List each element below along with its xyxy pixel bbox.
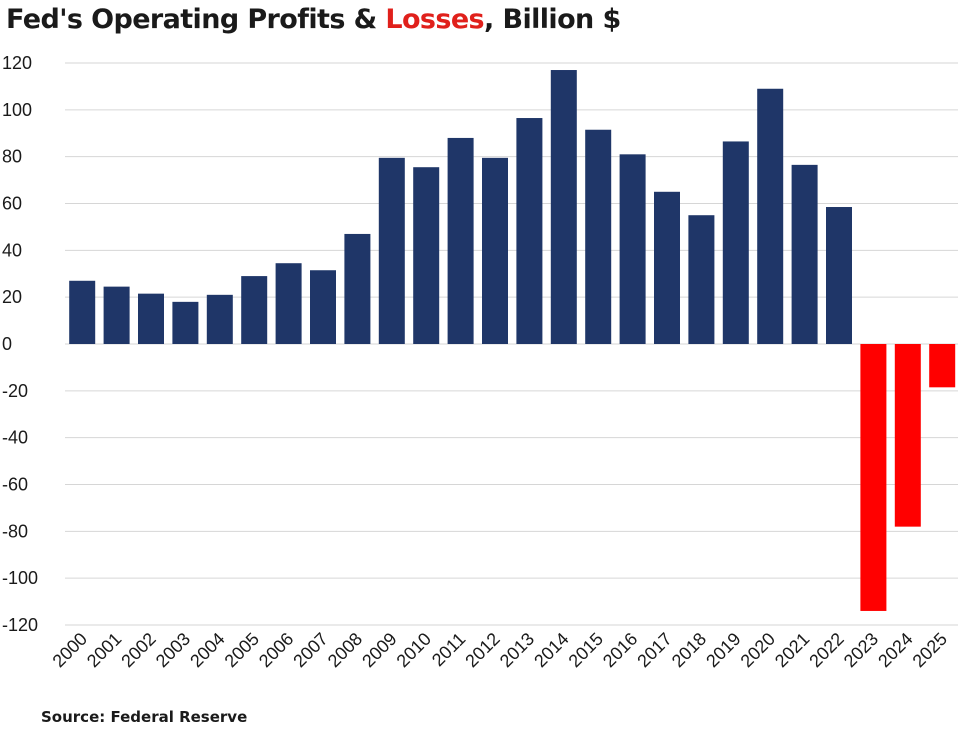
title-profits-text: Fed's Operating Profits & xyxy=(6,4,386,35)
x-tick-label: 2018 xyxy=(668,629,710,671)
x-tick-label: 2020 xyxy=(737,629,779,671)
bar-2017 xyxy=(654,191,680,344)
y-tick-label: -120 xyxy=(2,615,38,635)
bar-2018 xyxy=(688,215,715,344)
bar-2005 xyxy=(241,276,268,344)
x-tick-label: 2011 xyxy=(428,629,470,671)
bar-2013 xyxy=(516,118,543,344)
x-tick-label: 2023 xyxy=(840,629,882,671)
bar-2012 xyxy=(482,157,508,344)
title-units-text: , Billion $ xyxy=(484,4,621,35)
bar-2014 xyxy=(550,70,577,345)
x-tick-label: 2003 xyxy=(152,629,194,671)
y-tick-label: 20 xyxy=(2,287,22,307)
y-tick-label: 80 xyxy=(2,147,22,167)
chart-title: Fed's Operating Profits & Losses, Billio… xyxy=(6,4,621,35)
x-tick-label: 2010 xyxy=(393,629,435,671)
y-tick-label: -80 xyxy=(2,521,28,541)
bar-2008 xyxy=(344,233,371,344)
x-tick-label: 2012 xyxy=(461,629,503,671)
bar-2001 xyxy=(103,286,130,344)
x-axis-ticks: 2000200120022003200420052006200720082009… xyxy=(49,629,951,671)
x-tick-label: 2007 xyxy=(289,629,331,671)
y-tick-label: 60 xyxy=(2,194,22,214)
x-tick-label: 2013 xyxy=(496,629,538,671)
bar-2024 xyxy=(894,344,921,527)
title-losses-text: Losses xyxy=(385,4,485,35)
bar-2000 xyxy=(69,280,96,344)
y-tick-label: 100 xyxy=(2,100,32,120)
source-note: Source: Federal Reserve xyxy=(41,708,248,726)
bar-2019 xyxy=(722,141,749,344)
y-tick-label: -40 xyxy=(2,428,28,448)
x-tick-label: 2006 xyxy=(255,629,297,671)
y-tick-label: 0 xyxy=(2,334,12,354)
bar-2007 xyxy=(310,270,336,344)
bar-2006 xyxy=(275,263,302,344)
bar-2016 xyxy=(619,154,646,344)
y-axis-ticks: 120 100 80 60 40 20 0 -20 -40 -60 -80 -100 -120 xyxy=(2,53,38,635)
x-tick-label: 2001 xyxy=(83,629,125,671)
x-tick-label: 2021 xyxy=(771,629,813,671)
bar-2020 xyxy=(757,88,784,344)
x-tick-label: 2014 xyxy=(530,629,572,671)
bar-2022 xyxy=(826,207,852,344)
x-tick-label: 2025 xyxy=(909,629,951,671)
x-tick-label: 2002 xyxy=(117,629,159,671)
bar-2010 xyxy=(413,167,440,344)
bar-2002 xyxy=(138,293,164,344)
y-tick-label: -20 xyxy=(2,381,28,401)
x-tick-label: 2019 xyxy=(702,629,744,671)
x-tick-label: 2005 xyxy=(221,629,263,671)
bar-2021 xyxy=(791,164,818,344)
x-tick-label: 2024 xyxy=(874,629,916,671)
x-tick-label: 2000 xyxy=(49,629,91,671)
x-tick-label: 2004 xyxy=(186,629,228,671)
bar-2023 xyxy=(860,344,887,611)
bar-2003 xyxy=(172,301,199,344)
y-tick-label: -100 xyxy=(2,568,38,588)
x-tick-label: 2015 xyxy=(565,629,607,671)
bar-2011 xyxy=(447,137,474,344)
bar-2015 xyxy=(585,129,612,344)
bar-2025 xyxy=(929,344,956,388)
x-tick-label: 2016 xyxy=(599,629,641,671)
gridlines xyxy=(65,62,958,626)
y-tick-label: -60 xyxy=(2,475,28,495)
x-tick-label: 2009 xyxy=(358,629,400,671)
bar-2004 xyxy=(206,294,233,344)
x-tick-label: 2008 xyxy=(324,629,366,671)
x-tick-label: 2022 xyxy=(805,629,847,671)
x-tick-label: 2017 xyxy=(633,629,675,671)
bars xyxy=(69,70,956,611)
y-tick-label: 120 xyxy=(2,53,32,73)
bar-2009 xyxy=(378,157,405,344)
y-tick-label: 40 xyxy=(2,240,22,260)
